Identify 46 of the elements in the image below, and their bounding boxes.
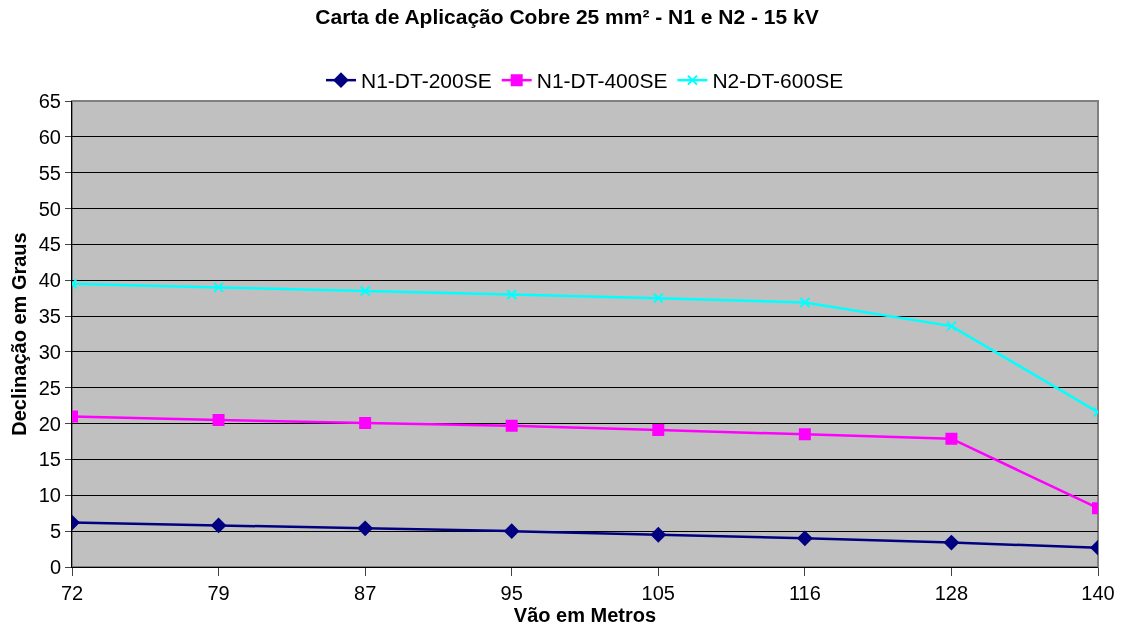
point <box>652 292 664 304</box>
point <box>212 414 225 427</box>
point <box>798 428 811 441</box>
point <box>359 285 371 297</box>
point <box>797 530 813 546</box>
x-tick-label: 105 <box>641 582 675 604</box>
point <box>650 527 666 543</box>
point <box>357 520 373 536</box>
point <box>505 419 518 432</box>
point <box>799 296 811 308</box>
legend-label: N1-DT-400SE <box>536 69 668 93</box>
point <box>359 416 372 429</box>
point <box>943 535 959 551</box>
point <box>945 432 958 445</box>
x-tick-label: 72 <box>60 582 84 604</box>
x-tick-label: 79 <box>207 582 230 604</box>
point <box>945 320 957 332</box>
y-tick-label: 0 <box>49 556 61 578</box>
x-tick-label: 128 <box>934 582 969 604</box>
legend-label: N2-DT-600SE <box>712 69 844 93</box>
point <box>504 523 520 539</box>
y-tick-label: 10 <box>38 484 61 507</box>
y-tick-label: 55 <box>38 161 61 184</box>
y-tick-label: 45 <box>38 233 61 256</box>
y-tick-label: 60 <box>38 125 61 148</box>
y-tick-label: 40 <box>38 269 61 292</box>
x-axis-title: Vão em Metros <box>513 604 657 626</box>
x-tick-label: 116 <box>788 582 821 604</box>
x-tick-label: 140 <box>1081 582 1115 604</box>
point <box>211 517 227 533</box>
x-tick-label: 95 <box>500 582 523 604</box>
y-tick-label: 50 <box>38 197 61 220</box>
point <box>213 281 225 293</box>
y-tick-label: 5 <box>49 520 61 543</box>
y-tick-label: 20 <box>38 412 61 435</box>
y-tick-label: 35 <box>38 305 61 328</box>
y-tick-label: 65 <box>38 90 61 112</box>
chart-title: Carta de Aplicação Cobre 25 mm² - N1 e N2 - 15 kV <box>315 5 819 29</box>
legend-label: N1-DT-200SE <box>361 69 492 93</box>
x-tick-label: 87 <box>354 582 377 604</box>
point <box>652 424 665 437</box>
y-tick-label: 15 <box>38 448 61 471</box>
y-axis-title: Declinação em Graus <box>8 232 31 436</box>
point <box>506 289 518 301</box>
y-tick-label: 30 <box>38 340 61 363</box>
y-tick-label: 25 <box>38 376 61 399</box>
